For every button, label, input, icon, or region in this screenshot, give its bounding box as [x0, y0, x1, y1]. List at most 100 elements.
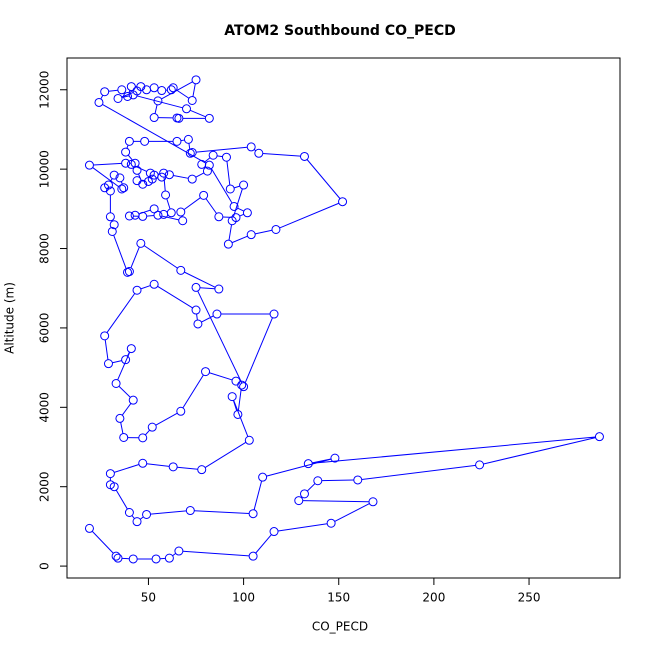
- data-point: [107, 226, 117, 236]
- data-point: [124, 508, 134, 518]
- data-point: [353, 475, 363, 485]
- data-point: [254, 148, 264, 158]
- data-point: [193, 319, 203, 329]
- data-point: [164, 553, 174, 563]
- data-point: [126, 344, 136, 354]
- data-point: [84, 160, 94, 170]
- data-point: [475, 460, 485, 470]
- x-tick-label: 150: [327, 591, 350, 605]
- data-point: [100, 331, 110, 341]
- data-point: [204, 160, 214, 170]
- data-point: [115, 173, 125, 183]
- data-point: [269, 527, 279, 537]
- data-point: [105, 480, 115, 490]
- data-point: [204, 113, 214, 123]
- data-point: [326, 518, 336, 528]
- data-point: [111, 551, 121, 561]
- data-point: [299, 489, 309, 499]
- data-point: [149, 113, 159, 123]
- data-point: [166, 85, 176, 95]
- data-point: [151, 554, 161, 564]
- data-point: [242, 208, 252, 218]
- data-point: [157, 86, 167, 96]
- data-point: [172, 136, 182, 146]
- data-point: [153, 96, 163, 106]
- data-point: [199, 190, 209, 200]
- data-point: [168, 83, 178, 93]
- data-point: [271, 224, 281, 234]
- data-point: [182, 104, 192, 114]
- data-point: [132, 285, 142, 295]
- chart-title: ATOM2 Southbound CO_PECD: [224, 23, 455, 39]
- data-point: [123, 92, 133, 102]
- data-point: [174, 546, 184, 556]
- data-point: [174, 113, 184, 123]
- data-point: [191, 282, 201, 292]
- data-point: [126, 82, 136, 92]
- data-point: [294, 496, 304, 506]
- data-point: [212, 309, 222, 319]
- data-point: [132, 86, 142, 96]
- data-point: [191, 75, 201, 85]
- data-point: [123, 267, 133, 277]
- data-point: [113, 553, 123, 563]
- data-point: [248, 551, 258, 561]
- data-point: [269, 309, 279, 319]
- data-point: [128, 554, 138, 564]
- data-point: [147, 422, 157, 432]
- data-point: [105, 469, 115, 479]
- data-point: [214, 212, 224, 222]
- data-point: [176, 265, 186, 275]
- data-point: [153, 210, 163, 220]
- data-point: [84, 523, 94, 533]
- data-point: [149, 83, 159, 93]
- x-tick-label: 200: [422, 591, 445, 605]
- data-point: [248, 509, 258, 519]
- data-point: [239, 180, 249, 190]
- data-point: [138, 211, 148, 221]
- y-tick-label: 4000: [38, 392, 52, 423]
- data-point: [142, 509, 152, 519]
- data-point: [119, 432, 129, 442]
- data-point: [176, 406, 186, 416]
- data-point: [105, 186, 115, 196]
- data-point: [313, 476, 323, 486]
- data-point: [140, 136, 150, 146]
- data-line: [91, 81, 596, 560]
- data-point: [178, 216, 188, 226]
- data-point: [132, 165, 142, 175]
- data-point: [138, 179, 148, 189]
- data-point: [233, 409, 243, 419]
- data-point: [594, 432, 604, 442]
- data-point: [161, 190, 171, 200]
- data-point: [221, 152, 231, 162]
- data-point: [187, 147, 197, 157]
- data-point: [187, 95, 197, 105]
- data-point: [100, 87, 110, 97]
- data-point: [239, 382, 249, 392]
- data-point: [330, 453, 340, 463]
- data-point: [231, 376, 241, 386]
- data-point: [244, 435, 254, 445]
- data-point: [124, 136, 134, 146]
- y-tick-label: 2000: [38, 471, 52, 502]
- data-point: [143, 176, 153, 186]
- data-point: [105, 212, 115, 222]
- y-tick-label: 10000: [38, 150, 52, 188]
- data-point: [113, 93, 123, 103]
- data-point: [246, 230, 256, 240]
- x-tick-label: 100: [232, 591, 255, 605]
- data-point: [119, 183, 129, 193]
- data-point: [191, 305, 201, 315]
- x-axis-label: CO_PECD: [312, 620, 368, 634]
- data-point: [115, 413, 125, 423]
- data-point: [338, 197, 348, 207]
- data-point: [159, 168, 169, 178]
- data-point: [103, 359, 113, 369]
- data-point: [117, 184, 127, 194]
- data-point: [138, 433, 148, 443]
- data-point: [132, 517, 142, 527]
- data-point: [214, 284, 224, 294]
- data-point: [201, 367, 211, 377]
- y-axis-label: Altitude (m): [3, 282, 17, 354]
